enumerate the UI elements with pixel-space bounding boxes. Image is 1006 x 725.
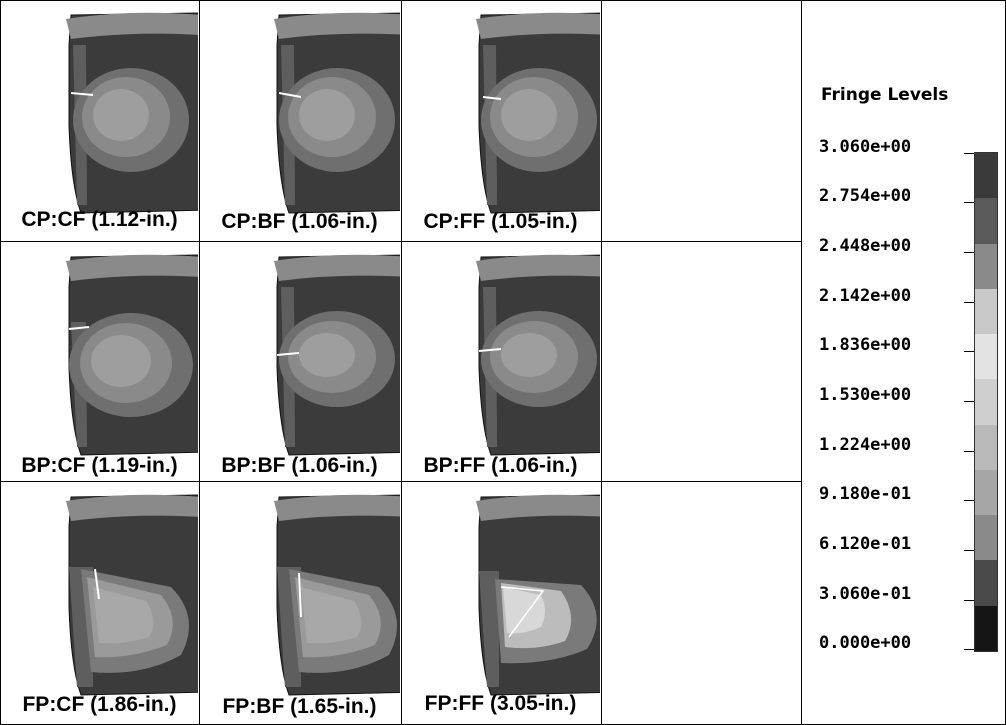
panel-caption: FP:FF (3.05-in.) <box>424 692 577 715</box>
grid-divider <box>1 241 801 242</box>
contour-plot <box>66 254 198 456</box>
contour-plot <box>274 12 400 214</box>
legend-color-band <box>975 243 997 289</box>
legend-color-band <box>975 334 997 380</box>
legend-tick <box>964 401 976 402</box>
legend-tick <box>964 252 976 253</box>
panel-caption: BP:CF (1.19-in.) <box>21 454 178 477</box>
contour-plot <box>476 494 600 696</box>
legend-tick <box>964 550 976 551</box>
legend-tick <box>964 600 976 601</box>
grid-divider <box>601 1 602 724</box>
contour-plot <box>476 254 600 456</box>
contour-plot <box>274 494 400 696</box>
legend-level-label: 1.530e+00 <box>819 385 912 405</box>
grid-divider <box>1 481 801 482</box>
legend-color-band <box>975 379 997 425</box>
panel-caption: CP:FF (1.05-in.) <box>423 210 578 233</box>
contour-plot <box>274 254 400 456</box>
legend-color-band <box>975 424 997 470</box>
panel-bp-ff: BP:FF (1.06-in.) <box>401 241 600 480</box>
panel-cp-cf: CP:CF (1.12-in.) <box>1 1 198 240</box>
legend-color-band <box>975 153 997 199</box>
legend-tick <box>964 351 976 352</box>
legend-color-band <box>975 605 997 651</box>
legend-tick <box>964 649 976 650</box>
legend-level-label: 2.448e+00 <box>819 236 912 256</box>
grid-divider <box>401 1 402 724</box>
legend-tick <box>964 153 976 154</box>
legend-color-band <box>975 515 997 561</box>
panel-fp-cf: FP:CF (1.86-in.) <box>1 481 198 723</box>
legend-level-label: 3.060e-01 <box>819 584 912 604</box>
panel-caption: FP:CF (1.86-in.) <box>22 693 177 716</box>
legend-level-label: 2.142e+00 <box>819 286 912 306</box>
legend-tick <box>964 451 976 452</box>
legend-tick <box>964 500 976 501</box>
legend-colorbar <box>974 152 998 652</box>
legend-level-label: 0.000e+00 <box>819 633 912 653</box>
panel-caption: FP:BF (1.65-in.) <box>222 695 377 718</box>
legend-level-label: 1.836e+00 <box>819 335 912 355</box>
fringe-legend: Fringe Levels 3.060e+00 2.754e+00 2.448e… <box>801 0 1004 723</box>
contour-plot <box>66 12 198 214</box>
legend-color-band <box>975 560 997 606</box>
legend-level-label: 9.180e-01 <box>819 484 912 504</box>
legend-level-label: 2.754e+00 <box>819 186 912 206</box>
legend-tick <box>964 302 976 303</box>
panel-caption: BP:FF (1.06-in.) <box>423 454 578 477</box>
panel-caption: CP:CF (1.12-in.) <box>21 208 178 231</box>
panel-bp-cf: BP:CF (1.19-in.) <box>1 241 198 480</box>
panel-fp-ff: FP:FF (3.05-in.) <box>401 481 600 723</box>
panel-caption: CP:BF (1.06-in.) <box>221 210 378 233</box>
legend-tick <box>964 202 976 203</box>
legend-level-label: 1.224e+00 <box>819 435 912 455</box>
legend-color-band <box>975 198 997 244</box>
grid-divider <box>801 1 802 724</box>
legend-level-label: 6.120e-01 <box>819 534 912 554</box>
contour-plot <box>66 494 198 696</box>
panel-cp-ff: CP:FF (1.05-in.) <box>401 1 600 240</box>
grid-divider <box>199 1 200 724</box>
legend-level-label: 3.060e+00 <box>819 137 912 157</box>
panel-fp-bf: FP:BF (1.65-in.) <box>199 481 400 723</box>
legend-color-band <box>975 469 997 516</box>
legend-color-band <box>975 288 997 335</box>
panel-bp-bf: BP:BF (1.06-in.) <box>199 241 400 480</box>
contour-plot <box>476 12 600 214</box>
legend-title: Fringe Levels <box>821 85 949 105</box>
panel-caption: BP:BF (1.06-in.) <box>221 454 378 477</box>
panel-cp-bf: CP:BF (1.06-in.) <box>199 1 400 240</box>
